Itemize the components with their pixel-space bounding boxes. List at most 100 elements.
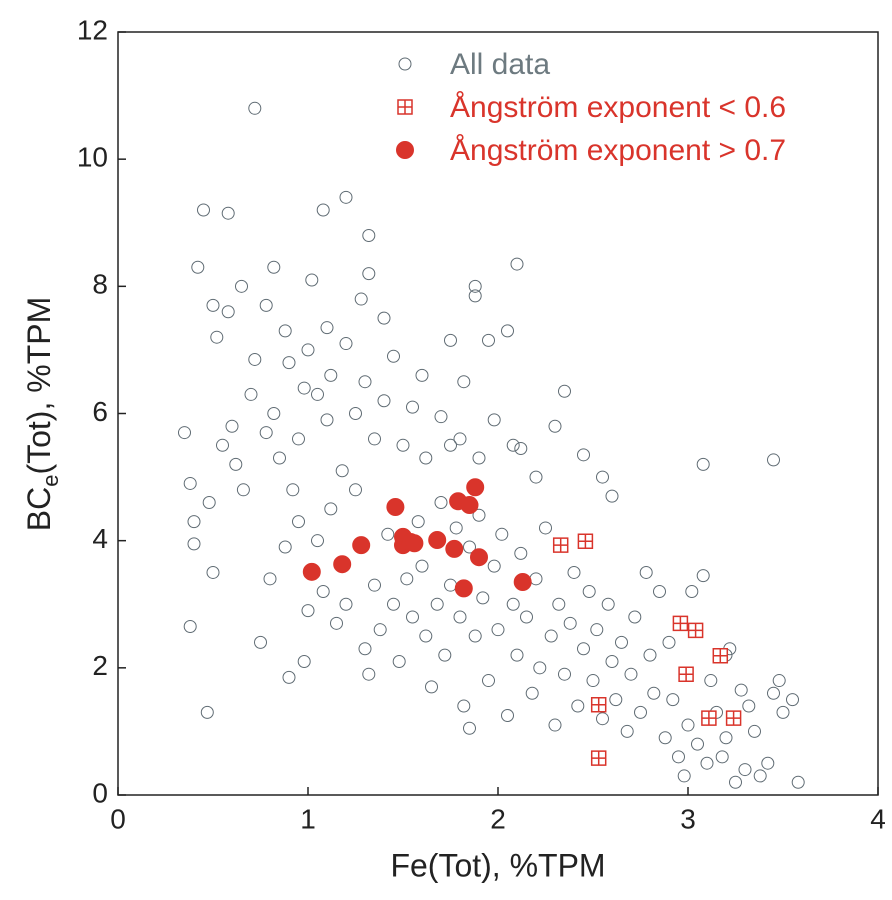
point [216,438,229,452]
point [358,375,372,389]
point [476,591,490,605]
point [236,483,250,497]
point [567,565,581,579]
point [311,534,324,548]
point [316,203,330,217]
point [590,623,604,637]
point [468,279,482,293]
point [191,260,205,274]
point [506,438,520,452]
point [681,718,695,732]
legend-label: All data [450,48,550,81]
point [430,597,444,611]
x-tick-label: 3 [680,803,696,834]
point [786,693,799,707]
point [548,718,562,732]
point [339,190,353,204]
point [696,457,710,471]
point [434,410,448,424]
point [453,610,467,624]
point [495,527,509,541]
point [434,496,448,510]
point [701,710,717,726]
point [267,407,281,420]
point [324,368,338,382]
point [392,654,406,668]
point [362,667,376,681]
point [748,724,761,738]
point [292,515,305,529]
point [320,321,334,335]
point [767,686,780,700]
point [513,572,532,591]
point [411,515,425,529]
point [301,343,315,357]
point [406,610,419,624]
point [605,654,619,668]
x-tick-label: 1 [300,803,316,834]
point [666,693,680,707]
point [586,674,600,688]
point [330,616,343,630]
point [362,228,376,242]
point [672,750,685,764]
point [377,311,391,325]
point [601,597,615,611]
point [415,559,429,573]
point [373,623,387,637]
point [487,559,501,573]
point [463,721,476,735]
point [200,705,214,719]
point [772,674,786,688]
point [324,502,338,516]
point [501,324,514,338]
point [482,674,495,688]
point [577,533,594,550]
point [419,451,433,465]
point [425,680,438,694]
point [643,648,657,662]
y-label-rest: (Tot), %TPM [21,297,57,475]
point [210,330,224,344]
point [320,413,334,427]
point [468,289,482,303]
point [529,470,543,484]
point [685,585,699,599]
point [354,292,368,306]
point [221,305,235,319]
point [609,693,623,707]
point [472,508,486,522]
point [202,496,216,510]
point [358,642,372,656]
point [282,670,296,684]
point [273,451,286,465]
point [529,572,543,586]
point [460,496,479,515]
point [761,756,775,770]
point [386,497,405,516]
point [558,384,571,398]
point [396,438,410,452]
point [454,579,473,598]
point [590,750,607,766]
point [178,426,191,440]
point [445,539,464,558]
point [444,578,457,592]
point [472,451,486,465]
point [244,387,258,401]
point [552,537,569,553]
point [466,478,485,497]
point [590,696,607,713]
point [510,648,524,662]
point [539,521,552,535]
point [349,407,362,420]
point [700,756,714,770]
point [563,616,577,630]
point [415,368,429,382]
point [729,775,742,789]
point [647,686,661,700]
point [206,298,220,312]
point [387,597,400,611]
point [438,648,452,662]
